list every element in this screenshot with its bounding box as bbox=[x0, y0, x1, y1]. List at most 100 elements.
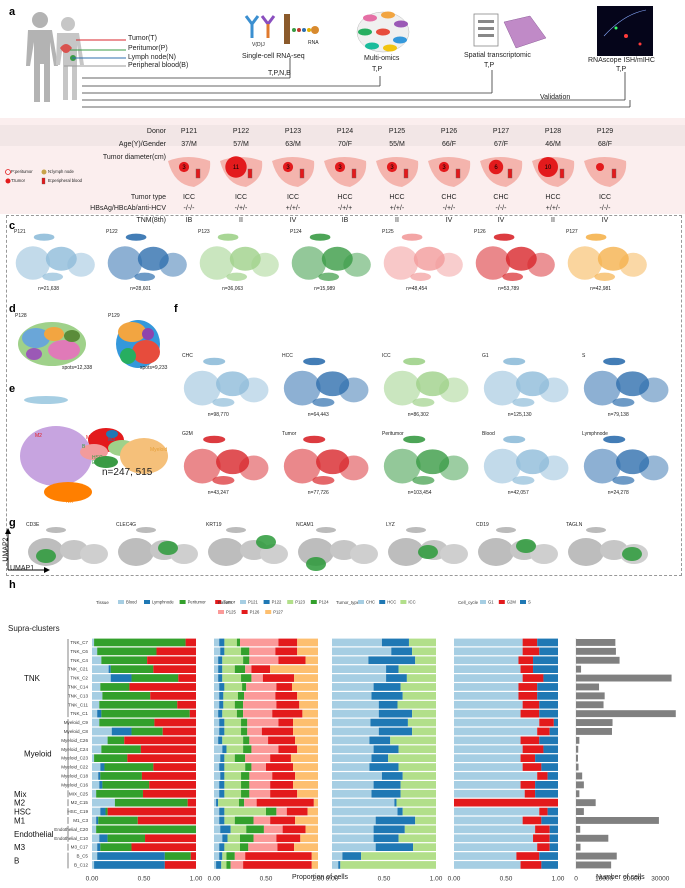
count-bar bbox=[576, 692, 605, 700]
category-label: TNK_C21 bbox=[68, 667, 89, 672]
count-bar bbox=[576, 674, 672, 682]
umap-feature bbox=[283, 357, 369, 407]
tumor-type: ICC bbox=[234, 194, 248, 201]
stacked-bar-segment bbox=[177, 700, 196, 709]
umap-gene bbox=[208, 527, 288, 566]
stacked-bar-segment bbox=[371, 754, 389, 762]
supra-cluster-label: TNK bbox=[24, 674, 41, 683]
stacked-bar-segment bbox=[214, 700, 220, 709]
stacked-bar-segment bbox=[522, 816, 542, 825]
stacked-bar-segment bbox=[454, 834, 534, 843]
stacked-bar-segment bbox=[145, 834, 196, 843]
stacked-bar-segment bbox=[373, 834, 399, 843]
stacked-bar-segment bbox=[375, 843, 414, 851]
tumor-type: HCC bbox=[389, 194, 405, 201]
stacked-bar-segment bbox=[96, 789, 143, 798]
stacked-bar-segment bbox=[92, 656, 102, 665]
stacked-bar-segment bbox=[214, 674, 219, 682]
count-xlabel: Number of cells bbox=[596, 874, 645, 881]
stacked-bar-segment bbox=[99, 781, 103, 789]
liver-icon bbox=[584, 157, 627, 187]
stacked-bar-segment bbox=[214, 852, 220, 860]
stacked-bar-segment bbox=[224, 772, 242, 780]
stacked-bar-segment bbox=[522, 647, 540, 656]
category-label: TNK_C2 bbox=[70, 676, 88, 681]
stacked-bar-segment bbox=[454, 656, 519, 665]
stacked-bar-segment bbox=[214, 727, 220, 736]
stacked-bar-segment bbox=[394, 798, 397, 807]
donor-age: 70/F bbox=[337, 141, 352, 148]
stacked-bar-segment bbox=[243, 709, 273, 718]
stacked-bar-segment bbox=[99, 700, 178, 709]
stacked-bar-segment bbox=[241, 772, 250, 780]
category-label: M1_C3 bbox=[73, 818, 88, 823]
category-label: TNK_C14 bbox=[68, 685, 89, 690]
stacked-bar-segment bbox=[247, 727, 262, 736]
stacked-bar-segment bbox=[520, 736, 540, 745]
stacked-bar-segment bbox=[516, 852, 540, 860]
panel-f-label: f bbox=[174, 303, 178, 315]
stacked-bar-segment bbox=[92, 647, 98, 656]
stacked-bar-segment bbox=[111, 727, 132, 736]
umap-patient bbox=[475, 233, 555, 281]
stacked-bar-segment bbox=[332, 647, 392, 656]
stacked-bar-segment bbox=[454, 647, 523, 656]
spatial-spots-p129: spots=9,233 bbox=[140, 365, 168, 371]
donor-id: P123 bbox=[284, 128, 302, 135]
umap-overall-count: n=247, 515 bbox=[102, 467, 153, 478]
stacked-bar-segment bbox=[92, 692, 103, 700]
stacked-bar-segment bbox=[105, 807, 108, 816]
liver-icon: 3 bbox=[428, 157, 471, 187]
stacked-bar-segment bbox=[110, 665, 154, 673]
liver-icon: 3 bbox=[168, 157, 211, 187]
category-label: Myeloid_C16 bbox=[61, 782, 88, 787]
stacked-bar-segment bbox=[520, 754, 536, 762]
count-bar bbox=[576, 639, 616, 646]
cluster-label: Myeloid bbox=[150, 447, 168, 453]
legend-swatch bbox=[118, 600, 124, 604]
stacked-bar-segment bbox=[110, 674, 132, 682]
donor-id: P128 bbox=[544, 128, 562, 135]
stacked-bar-segment bbox=[149, 781, 196, 789]
count-bar bbox=[576, 790, 580, 798]
stacked-bar-segment bbox=[305, 656, 318, 665]
stacked-bar-segment bbox=[214, 683, 220, 691]
liver-icon: 10 bbox=[532, 157, 575, 187]
stacked-bar-segment bbox=[522, 745, 544, 754]
stacked-bar-segment bbox=[147, 656, 196, 665]
stacked-bar-segment bbox=[262, 674, 295, 682]
stacked-bar-segment bbox=[332, 683, 374, 691]
stacked-bar-segment bbox=[97, 647, 157, 656]
stacked-bar-segment bbox=[407, 718, 436, 727]
stacked-bar-segment bbox=[520, 665, 534, 673]
method-rnascope-samples: T,P bbox=[616, 66, 627, 73]
liver-icon: 3 bbox=[272, 157, 315, 187]
stacked-bar-segment bbox=[185, 638, 196, 647]
stacked-bar-segment bbox=[241, 727, 248, 736]
row-header: Tumor type bbox=[130, 194, 166, 201]
donor-id: P125 bbox=[388, 128, 406, 135]
stacked-bar-segment bbox=[99, 718, 155, 727]
umap-gene bbox=[568, 527, 648, 566]
legend-item: ICC bbox=[408, 600, 415, 605]
stacked-bar-segment bbox=[535, 789, 558, 798]
panel-d-label: d bbox=[9, 303, 16, 315]
stacked-bar-segment bbox=[282, 825, 306, 834]
stacked-bar-segment bbox=[137, 816, 196, 825]
stacked-bar-segment bbox=[142, 789, 196, 798]
stacked-bar-segment bbox=[368, 656, 416, 665]
stacked-bar-segment bbox=[224, 843, 240, 851]
stacked-bar-segment bbox=[332, 852, 343, 860]
stacked-bar-segment bbox=[400, 781, 436, 789]
row-header: Donor bbox=[146, 128, 166, 135]
umap-label: P124 bbox=[290, 229, 302, 235]
umap-count: n=42,057 bbox=[507, 490, 529, 496]
stacked-bar-segment bbox=[454, 798, 558, 807]
category-label: Myeloid_C9 bbox=[64, 720, 89, 725]
category-label: MIX_C25 bbox=[69, 791, 89, 796]
stacked-bar-segment bbox=[96, 825, 196, 834]
legend-swatch bbox=[263, 600, 270, 604]
category-label: TNK_C6 bbox=[70, 649, 88, 654]
stacked-bar-segment bbox=[332, 781, 374, 789]
spatial-plot-p128 bbox=[18, 322, 86, 366]
